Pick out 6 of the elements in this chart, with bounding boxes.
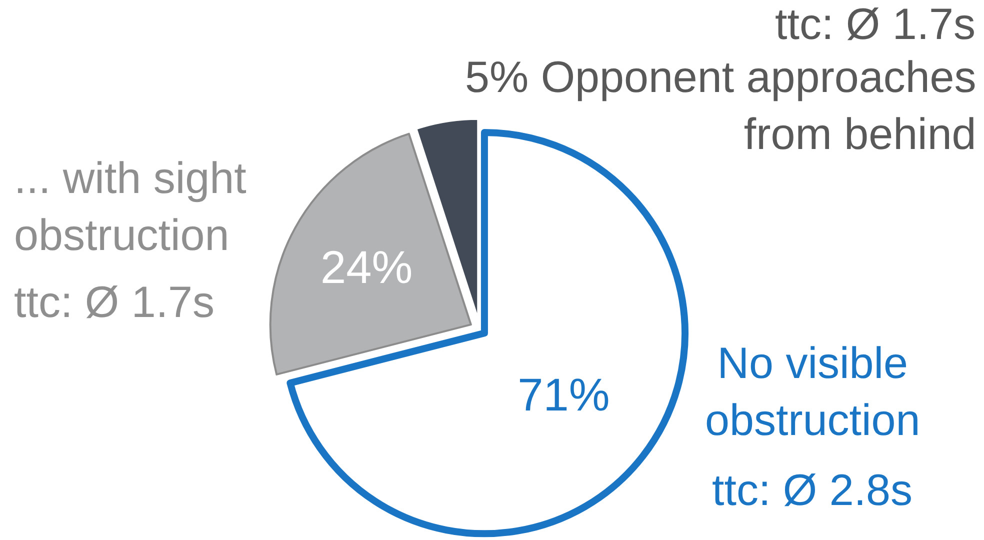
slice-label: 5% Opponent approaches from behind xyxy=(465,53,976,160)
text: ttc: Ø 2.8s xyxy=(712,466,913,515)
data-label: 71% xyxy=(518,368,610,421)
text: ttc: Ø 1.7s xyxy=(775,0,976,49)
data-label: 24% xyxy=(320,241,413,294)
text: ttc: Ø 1.7s xyxy=(14,278,215,327)
